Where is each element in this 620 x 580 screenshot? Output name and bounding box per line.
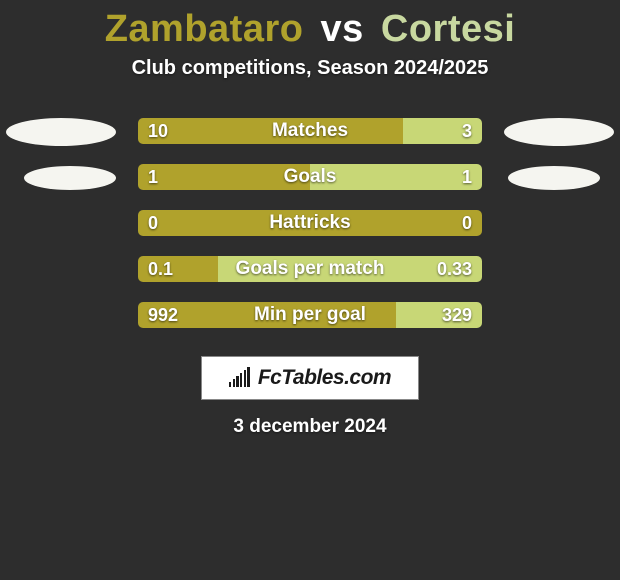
- stat-bar: [138, 164, 482, 190]
- stat-row: Goals per match0.10.33: [0, 256, 620, 282]
- stat-bar: [138, 118, 482, 144]
- stat-bar: [138, 302, 482, 328]
- stat-row: Goals11: [0, 164, 620, 190]
- player1-badge: [6, 118, 116, 146]
- stat-bar-left: [138, 302, 396, 328]
- comparison-rows: Matches103 Goals11 Hattricks00 Goals per ma…: [0, 118, 620, 328]
- player2-badge: [508, 166, 600, 190]
- player1-badge: [24, 166, 116, 190]
- stat-bar-right: [310, 164, 482, 190]
- comparison-card: Zambataro vs Cortesi Club competitions, …: [0, 8, 620, 580]
- logo-text: FcTables.com: [258, 366, 391, 390]
- subtitle: Club competitions, Season 2024/2025: [0, 57, 620, 80]
- stat-bar: [138, 210, 482, 236]
- source-logo: FcTables.com: [201, 356, 419, 400]
- stat-bar-left: [138, 164, 310, 190]
- bar-chart-icon: [229, 369, 250, 387]
- stat-bar-right: [403, 118, 482, 144]
- player2-badge: [504, 118, 614, 146]
- title-player2: Cortesi: [381, 8, 515, 50]
- date: 3 december 2024: [0, 416, 620, 438]
- stat-bar-left: [138, 256, 218, 282]
- stat-bar-right: [396, 302, 482, 328]
- title-player1: Zambataro: [105, 8, 304, 50]
- stat-bar-left: [138, 210, 482, 236]
- stat-row: Hattricks00: [0, 210, 620, 236]
- stat-bar-left: [138, 118, 403, 144]
- title: Zambataro vs Cortesi: [0, 8, 620, 51]
- title-vs: vs: [321, 8, 364, 50]
- stat-bar: [138, 256, 482, 282]
- stat-bar-right: [218, 256, 482, 282]
- stat-row: Min per goal992329: [0, 302, 620, 328]
- stat-row: Matches103: [0, 118, 620, 144]
